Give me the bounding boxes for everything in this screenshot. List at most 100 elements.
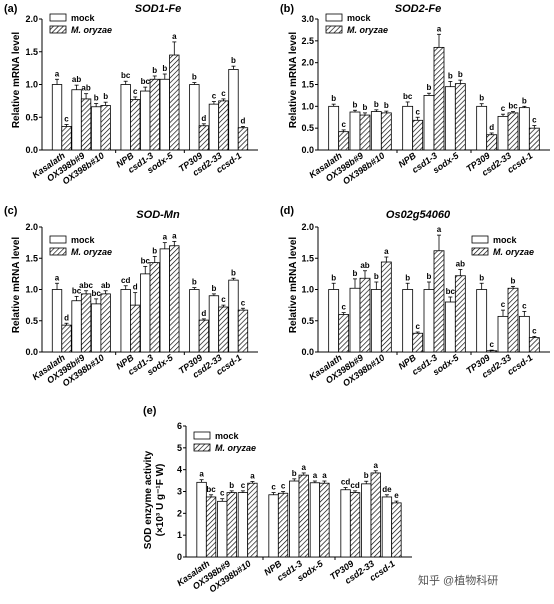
bar-mock xyxy=(140,273,151,353)
significance-letter: bc xyxy=(508,102,518,111)
y-tick-label: 1.5 xyxy=(25,253,38,263)
legend: mock M. oryzae xyxy=(471,235,534,257)
significance-letter: c xyxy=(241,298,246,307)
legend-swatch-treated xyxy=(49,247,67,256)
bar-mock xyxy=(370,289,382,353)
bar-mock xyxy=(328,289,340,353)
legend-label-treated: M. oryzae xyxy=(347,25,388,35)
bar-treated xyxy=(198,319,210,353)
bar-mock xyxy=(361,483,372,558)
significance-letter: bc xyxy=(206,485,216,494)
significance-letter: b xyxy=(374,272,379,281)
significance-letter: a xyxy=(313,471,318,480)
bar-treated xyxy=(359,114,371,151)
legend-label-treated: M. oryzae xyxy=(215,443,256,453)
significance-letter: c xyxy=(64,114,69,123)
legend-swatch-treated xyxy=(471,247,489,256)
significance-letter: bc xyxy=(403,92,413,101)
y-tick-label: 1.5 xyxy=(25,47,38,57)
bar-treated xyxy=(80,98,92,151)
significance-letter: c xyxy=(271,483,276,492)
y-tick-label: 0.0 xyxy=(25,145,38,155)
y-axis-label: Relative mRNA level xyxy=(11,237,22,334)
significance-letter: bc xyxy=(141,256,151,265)
bar-treated xyxy=(486,350,498,353)
bar-treated xyxy=(298,474,309,558)
bar-treated xyxy=(486,134,498,151)
y-tick-label: 0.0 xyxy=(301,145,314,155)
y-axis-label: SOD enzyme activity xyxy=(143,450,154,549)
chart-panels: (a) SOD1-Fe Relative mRNA level 0.0 0.5 1.0 1.… xyxy=(4,3,550,594)
y-tick-label: 0.0 xyxy=(25,347,38,357)
significance-letter: b xyxy=(211,284,216,293)
y-axis-label: Relative mRNA level xyxy=(288,237,299,334)
y-tick-label: 1.5 xyxy=(301,253,314,263)
y-tick-label: 1 xyxy=(177,530,182,540)
significance-letter: b xyxy=(427,83,432,92)
significance-letter: b xyxy=(353,269,358,278)
bar-mock xyxy=(51,84,63,151)
significance-letter: c xyxy=(341,120,346,129)
bar-mock xyxy=(228,279,239,353)
y-tick-label: 6 xyxy=(177,421,182,431)
bar-mock xyxy=(340,489,351,558)
significance-letter: b xyxy=(363,103,368,112)
bar-treated xyxy=(319,482,330,558)
bar-treated xyxy=(61,126,72,151)
chart-panel-e: (e) SOD enzyme activity (×10³ U g⁻¹F W) 0 1 2… xyxy=(143,405,412,594)
significance-letter: d xyxy=(64,313,69,322)
bar-treated xyxy=(100,293,111,353)
panel-label: (d) xyxy=(280,205,294,217)
significance-letter: d xyxy=(201,309,206,318)
bar-treated xyxy=(412,332,424,353)
bar-treated xyxy=(130,99,141,151)
bar-mock xyxy=(208,103,220,151)
significance-letter: a xyxy=(172,231,177,240)
bar-treated xyxy=(198,125,210,151)
legend-label-mock: mock xyxy=(71,235,96,245)
bar-treated xyxy=(61,324,72,353)
bar-mock xyxy=(159,248,170,353)
panel-label: (e) xyxy=(143,405,157,417)
significance-letter: bc xyxy=(91,289,101,298)
chart-title: SOD2-Fe xyxy=(395,3,441,15)
bar-mock xyxy=(90,106,102,151)
y-tick-label: 2.0 xyxy=(301,58,314,68)
bar-treated xyxy=(528,337,540,353)
significance-letter: a xyxy=(55,273,60,282)
significance-letter: c xyxy=(241,481,246,490)
significance-letter: b xyxy=(192,73,197,82)
bar-treated xyxy=(507,287,519,353)
bar-treated xyxy=(412,119,424,151)
y-tick-label: 2.0 xyxy=(25,14,38,24)
y-axis-label: Relative mRNA level xyxy=(288,32,299,129)
bar-treated xyxy=(218,100,229,151)
bar-treated xyxy=(454,275,466,353)
bar-treated xyxy=(380,112,392,151)
bar-mock xyxy=(289,480,300,558)
significance-letter: c xyxy=(221,295,226,304)
significance-letter: b xyxy=(331,273,336,282)
bar-treated xyxy=(433,250,445,353)
legend-swatch-mock xyxy=(325,13,343,22)
y-tick-label: 3 xyxy=(177,487,182,497)
significance-letter: c xyxy=(341,303,346,312)
bar-treated xyxy=(205,496,217,558)
bar-treated xyxy=(433,46,445,151)
significance-letter: b xyxy=(427,272,432,281)
legend-swatch-treated xyxy=(49,25,67,34)
legend-label-mock: mock xyxy=(347,13,372,23)
significance-letter: de xyxy=(382,485,392,494)
significance-letter: abc xyxy=(79,281,93,290)
bar-treated xyxy=(218,306,229,353)
bar-treated xyxy=(169,54,180,151)
bar-mock xyxy=(208,295,220,353)
bar-mock xyxy=(71,89,82,151)
bar-mock xyxy=(444,86,456,151)
significance-letter: e xyxy=(394,491,399,500)
significance-letter: a xyxy=(163,233,168,242)
significance-letter: c xyxy=(489,340,494,349)
y-tick-label: 2 xyxy=(177,508,182,518)
bar-mock xyxy=(497,115,509,151)
bar-mock xyxy=(349,287,361,353)
